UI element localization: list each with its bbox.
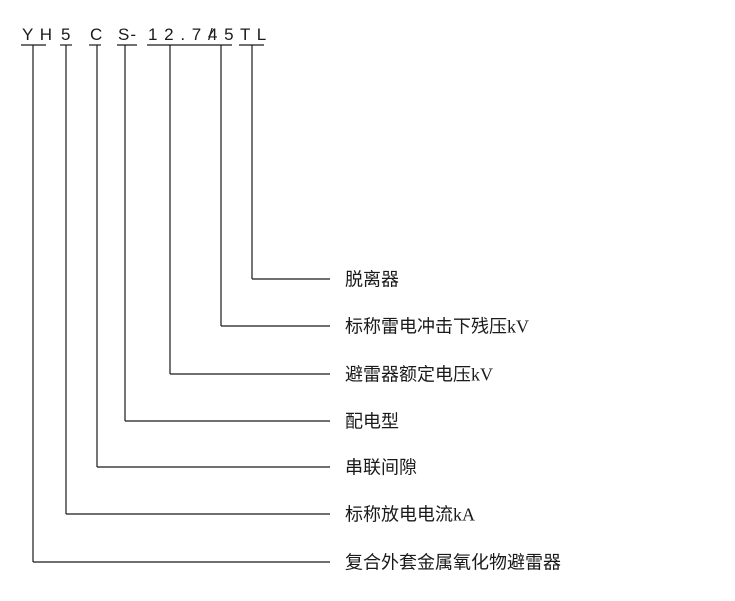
code-segment-4: 1 2 . 7 / bbox=[148, 25, 214, 44]
code-segment-3: S- bbox=[118, 25, 137, 44]
code-segment-5: 4 5 bbox=[208, 25, 235, 44]
label-text-3: 配电型 bbox=[345, 411, 399, 431]
label-text-1: 标称雷电冲击下残压kV bbox=[345, 316, 529, 336]
code-segment-6: T L bbox=[240, 25, 267, 44]
label-text-0: 脱离器 bbox=[345, 269, 399, 289]
label-text-5: 标称放电电流kA bbox=[345, 504, 475, 524]
label-text-6: 复合外套金属氧化物避雷器 bbox=[345, 552, 561, 572]
code-segment-0: Y H bbox=[22, 25, 53, 44]
code-segment-1: 5 bbox=[61, 25, 71, 44]
label-text-4: 串联间隙 bbox=[345, 457, 417, 477]
model-code-diagram: Y H 5C S- 1 2 . 7 /4 5 T L 脱离器标称雷电冲击下残压kV 避雷器额… bbox=[0, 0, 735, 601]
label-text-2: 避雷器额定电压kV bbox=[345, 364, 493, 384]
code-segment-2: C bbox=[90, 25, 103, 44]
